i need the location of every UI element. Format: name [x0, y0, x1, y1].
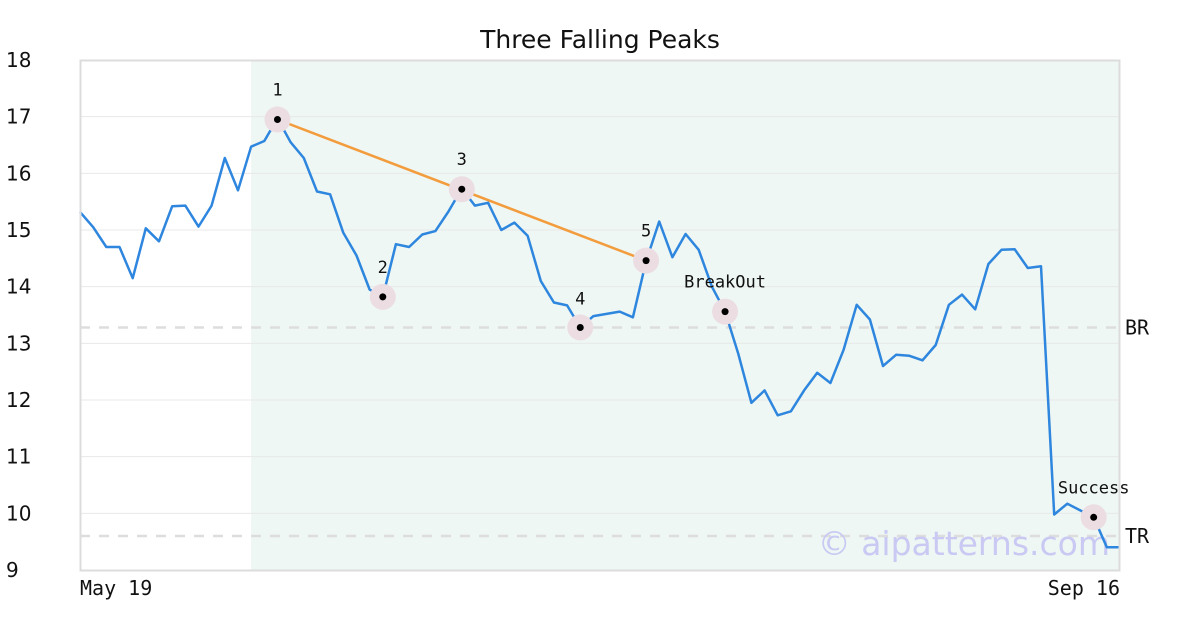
chart-title: Three Falling Peaks — [479, 25, 720, 54]
y-tick-label: 9 — [6, 558, 19, 582]
level-label: BR — [1125, 315, 1150, 339]
point-label: 5 — [641, 222, 651, 242]
point-marker — [721, 308, 729, 316]
point-label: 4 — [575, 289, 585, 309]
y-tick-label: 10 — [6, 501, 31, 525]
x-tick-label: May 19 — [80, 576, 152, 600]
watermark: © aipatterns.com — [818, 524, 1110, 563]
point-label: 1 — [272, 81, 282, 101]
point-marker — [379, 293, 387, 301]
y-tick-label: 17 — [6, 105, 31, 129]
point-marker — [458, 185, 466, 193]
plot-frame — [79, 59, 1121, 572]
y-tick-label: 12 — [6, 388, 31, 412]
point-marker — [273, 116, 281, 123]
y-tick-label: 15 — [6, 218, 31, 242]
point-marker — [642, 257, 650, 265]
y-tick-label: 13 — [6, 331, 31, 355]
y-tick-label: 14 — [6, 275, 31, 299]
point-label: BreakOut — [684, 273, 766, 293]
point-label: 2 — [378, 258, 388, 278]
x-tick-label: Sep 16 — [1048, 576, 1120, 600]
point-label: Success — [1058, 478, 1130, 498]
point-label: 3 — [457, 150, 467, 170]
price-line — [79, 117, 1120, 549]
point-marker — [1090, 513, 1098, 521]
pattern-region — [251, 60, 1121, 570]
level-label: TR — [1125, 524, 1150, 548]
y-tick-label: 11 — [6, 445, 31, 469]
y-tick-label: 16 — [6, 161, 31, 185]
point-marker — [576, 323, 584, 331]
y-tick-label: 18 — [6, 48, 31, 72]
